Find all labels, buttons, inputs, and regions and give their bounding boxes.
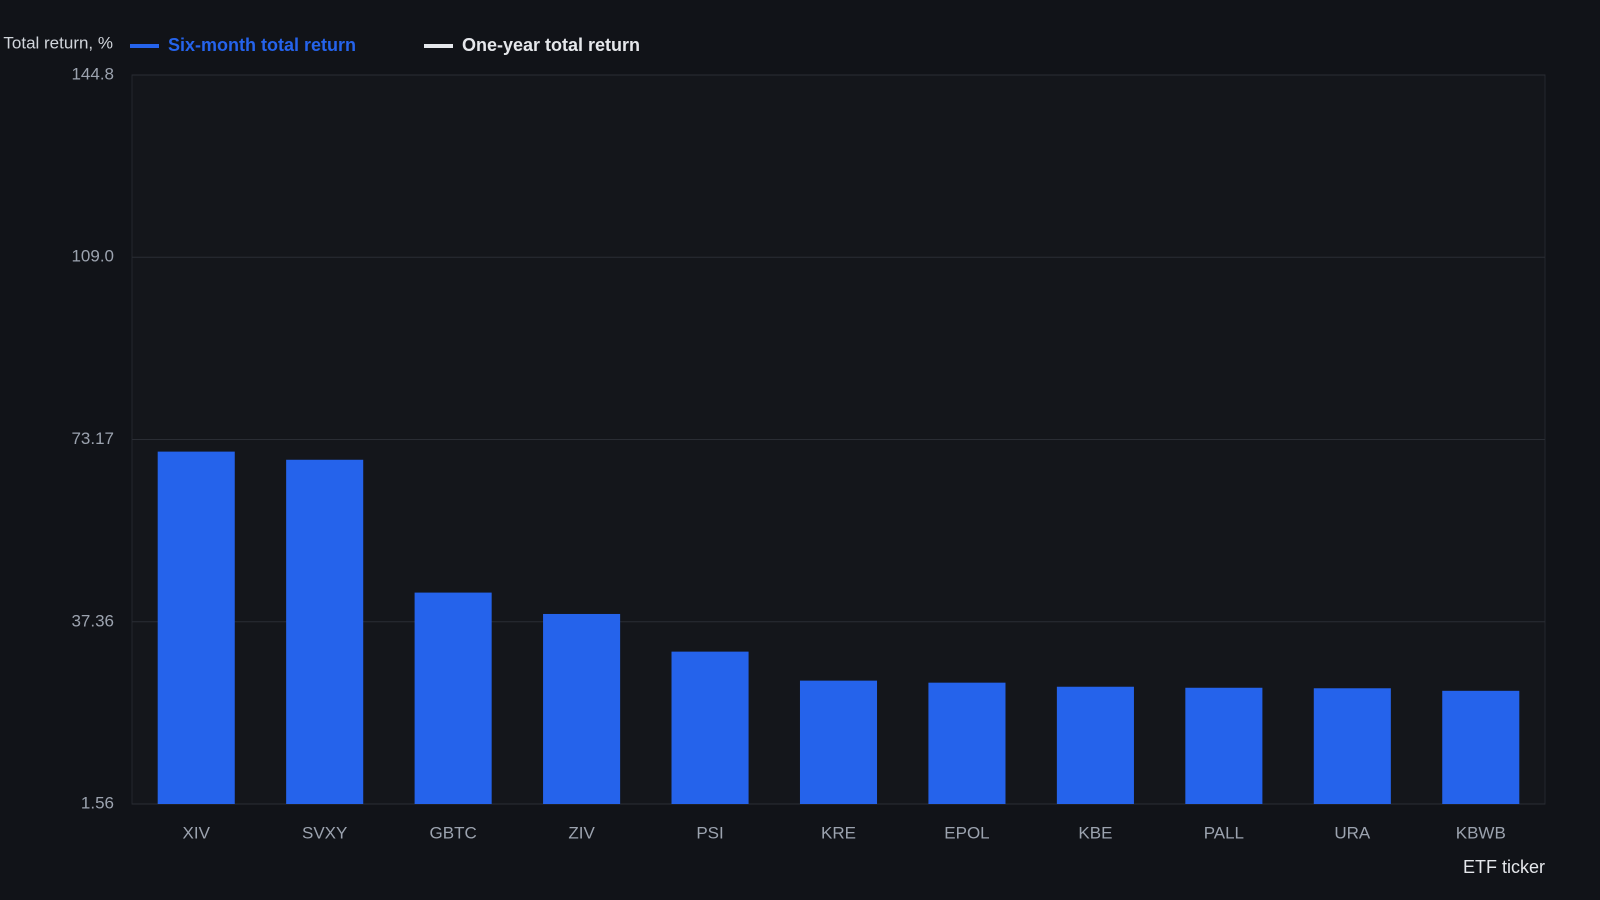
x-tick-label: PALL [1204,823,1244,842]
bar [928,682,1006,804]
y-tick-label: 73.17 [71,429,114,448]
y-axis-label: Total return, % [3,33,113,52]
x-tick-label: EPOL [944,823,989,842]
x-tick-label: SVXY [302,823,347,842]
bar [1185,687,1263,804]
x-tick-label: ZIV [568,823,595,842]
x-tick-label: GBTC [430,823,477,842]
bar [799,680,878,804]
y-tick-label: 1.56 [81,793,114,812]
x-tick-label: KBE [1078,823,1112,842]
bar [1442,690,1520,804]
y-tick-label: 109.0 [71,247,114,266]
bar [286,459,364,804]
x-tick-label: XIV [183,823,211,842]
y-tick-label: 144.8 [71,64,114,83]
bar [543,613,621,804]
x-tick-label: KBWB [1456,823,1506,842]
x-tick-label: KRE [821,823,856,842]
bar [1056,686,1134,804]
x-axis-label: ETF ticker [1463,857,1545,877]
x-tick-label: URA [1334,823,1371,842]
bar [414,592,492,804]
bar [1313,688,1391,804]
legend-label: One-year total return [462,35,640,55]
x-tick-label: PSI [696,823,723,842]
y-tick-label: 37.36 [71,611,114,630]
bar [157,451,235,804]
legend-label: Six-month total return [168,35,356,55]
bar [671,651,749,804]
